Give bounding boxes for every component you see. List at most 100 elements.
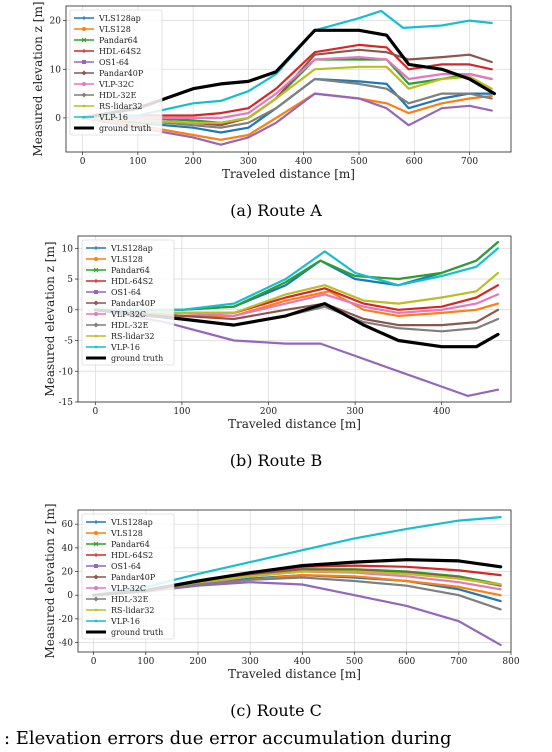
y-tick-label: 20 (50, 17, 62, 27)
series-line-vlp-32c (81, 55, 493, 120)
legend-entry: VLS128 (110, 255, 143, 264)
marker-ground-truth (82, 126, 86, 130)
marker-vls128ap (82, 16, 86, 20)
marker-hdl-32e (93, 596, 99, 602)
marker-vlp-16 (82, 115, 86, 119)
legend-entry: Pandar64 (111, 266, 150, 275)
x-tick-label: 100 (137, 657, 154, 667)
y-tick-label: 0 (55, 114, 61, 124)
marker-vlp-16 (94, 619, 98, 623)
x-axis-label: Traveled distance [m] (228, 417, 361, 431)
marker-hdl-32e (93, 322, 99, 328)
series-line-hdl-64s2 (81, 43, 493, 120)
marker-pandar64 (93, 267, 99, 273)
legend-entry: OS1-64 (111, 288, 141, 297)
marker-rs-lidar32 (94, 608, 98, 612)
x-tick-label: 300 (242, 657, 259, 667)
y-tick-label: -5 (64, 337, 73, 347)
marker-pandar40p (81, 70, 87, 76)
legend-entry: Pandar64 (99, 36, 138, 45)
legend-entry: ground truth (99, 124, 151, 133)
panel-caption: (c) Route C (230, 701, 322, 720)
x-tick-label: 100 (173, 407, 190, 417)
marker-vls128 (94, 531, 98, 535)
legend-entry: ground truth (111, 354, 163, 363)
legend-entry: HDL-32E (111, 595, 149, 604)
marker-vlp-16 (94, 345, 98, 349)
legend-entry: VLS128ap (110, 518, 153, 527)
legend-entry: VLP-16 (110, 343, 140, 352)
marker-rs-lidar32 (82, 104, 86, 108)
marker-vlp-32c (94, 312, 98, 316)
y-tick-label: -10 (59, 367, 74, 377)
x-tick-label: 400 (294, 657, 311, 667)
series-line-vlp-32c (94, 293, 500, 317)
legend-entry: VLS128ap (98, 14, 141, 23)
legend-entry: Pandar40P (111, 299, 156, 308)
y-tick-label: 5 (67, 275, 73, 285)
marker-hdl-32e (81, 92, 87, 98)
x-tick-label: 100 (129, 157, 146, 167)
legend-entry: RS-lidar32 (111, 606, 155, 615)
legend-entry: RS-lidar32 (99, 102, 143, 111)
y-tick-label: -20 (59, 615, 74, 625)
series-line-os1-64 (81, 92, 493, 146)
marker-hdl-64s2 (94, 553, 98, 557)
marker-pandar64 (93, 541, 99, 547)
y-axis-label: Measured elevation z [m] (43, 241, 57, 396)
legend-entry: VLS128 (110, 529, 143, 538)
series-line-rs-lidar32 (81, 65, 493, 124)
legend-entry: OS1-64 (111, 562, 141, 571)
y-tick-label: -40 (59, 639, 74, 649)
y-tick-label: 40 (62, 544, 74, 554)
marker-ground-truth (94, 630, 98, 634)
x-tick-label: 200 (185, 157, 202, 167)
x-tick-label: 400 (433, 407, 450, 417)
marker-vls128 (94, 257, 98, 261)
legend-entry: HDL-32E (111, 321, 149, 330)
x-tick-label: 500 (350, 157, 367, 167)
series-line-pandar40p (94, 302, 500, 327)
marker-vls128ap (94, 520, 98, 524)
x-tick-label: 300 (347, 407, 364, 417)
legend-entry: VLS128 (98, 25, 131, 34)
x-tick-label: 600 (406, 157, 423, 167)
x-tick-label: 200 (260, 407, 277, 417)
legend-entry: VLP-32C (98, 80, 134, 89)
x-axis-label: Traveled distance [m] (228, 667, 361, 681)
panel-route-c: 0 100 200 300 400 500 600 700 800 -40 -20 0 20 40 60 VL… (43, 503, 520, 720)
legend-entry: VLP-16 (98, 113, 128, 122)
series-line-ground-truth (80, 28, 496, 120)
x-tick-label: 700 (450, 657, 467, 667)
plot-frame (77, 235, 512, 403)
marker-hdl-64s2 (82, 49, 86, 53)
series-line-hdl-32e (81, 77, 493, 129)
x-tick-label: 400 (295, 157, 312, 167)
legend-entry: Pandar40P (111, 573, 156, 582)
series-line-rs-lidar32 (94, 271, 500, 314)
marker-os1-64 (94, 290, 98, 294)
x-tick-label: 700 (461, 157, 478, 167)
series-line-vlp-16 (94, 247, 500, 311)
marker-pandar40p (93, 300, 99, 306)
marker-pandar64 (81, 37, 87, 43)
y-tick-label: 0 (67, 591, 73, 601)
marker-os1-64 (82, 60, 86, 64)
series-line-os1-64 (94, 308, 500, 397)
x-axis-label: Traveled distance [m] (222, 167, 355, 181)
marker-pandar40p (93, 574, 99, 580)
legend-entry: HDL-64S2 (111, 277, 153, 286)
legend-entry: OS1-64 (99, 58, 129, 67)
marker-ground-truth (94, 356, 98, 360)
plot-frame (77, 509, 512, 653)
x-tick-label: 500 (346, 657, 363, 667)
legend-entry: Pandar40P (99, 69, 144, 78)
legend-entry: VLP-32C (110, 310, 146, 319)
x-tick-label: 0 (80, 157, 86, 167)
series-line-pandar64 (94, 241, 500, 311)
legend-entry: HDL-64S2 (99, 47, 141, 56)
y-axis-label: Measured elevation z [m] (43, 503, 57, 658)
plot-frame (65, 5, 512, 153)
marker-os1-64 (94, 564, 98, 568)
